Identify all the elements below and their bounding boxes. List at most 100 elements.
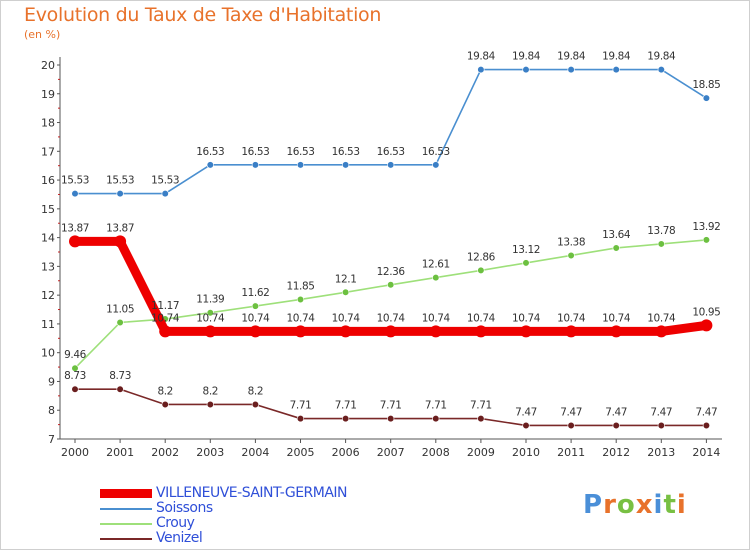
data-label: 7.47	[560, 406, 582, 418]
legend-swatch	[100, 508, 152, 510]
data-label: 13.78	[647, 225, 675, 237]
data-label: 9.46	[64, 349, 86, 361]
data-label: 13.64	[602, 229, 631, 241]
data-label: 16.53	[241, 146, 269, 158]
x-tick-label: 2008	[422, 446, 450, 459]
data-point	[251, 400, 259, 409]
data-label: 16.53	[286, 146, 314, 158]
x-tick-label: 2005	[287, 446, 315, 459]
data-point	[657, 421, 665, 430]
data-point	[700, 319, 713, 332]
data-label: 10.74	[241, 312, 270, 324]
data-label: 11.39	[196, 294, 224, 306]
data-label: 7.47	[515, 406, 537, 418]
y-tick-label: 18	[41, 117, 55, 130]
logo-letter: t	[663, 490, 677, 520]
data-label: 19.84	[602, 51, 631, 63]
data-label: 7.47	[605, 406, 627, 418]
y-tick-label: 7	[48, 433, 55, 446]
data-point	[71, 385, 79, 393]
data-point	[565, 325, 578, 338]
x-tick-label: 2007	[377, 446, 405, 459]
data-point	[612, 65, 620, 74]
data-point	[339, 325, 352, 338]
data-label: 12.1	[335, 273, 357, 285]
data-point	[520, 325, 532, 338]
data-label: 16.53	[196, 146, 224, 158]
data-label: 10.74	[467, 312, 496, 324]
data-label: 7.71	[470, 400, 492, 412]
data-point	[432, 414, 440, 423]
data-label: 16.53	[332, 146, 360, 158]
y-tick-label: 13	[41, 260, 55, 273]
data-label: 10.74	[286, 312, 315, 324]
data-point	[384, 325, 397, 338]
data-label: 13.87	[106, 222, 134, 234]
data-point	[204, 325, 217, 338]
data-point	[206, 161, 214, 169]
data-label: 8.73	[109, 370, 131, 382]
y-tick-label: 17	[41, 145, 55, 158]
data-point	[522, 65, 530, 74]
x-tick-label: 2010	[512, 446, 540, 459]
data-point	[249, 325, 262, 338]
data-label: 12.86	[467, 251, 496, 263]
series-villeneuve-saint-germain	[69, 235, 713, 338]
x-tick-label: 2004	[241, 446, 269, 459]
unit-label: (en %)	[24, 28, 61, 41]
data-point	[702, 94, 711, 102]
data-point	[342, 161, 350, 169]
data-point	[477, 266, 485, 275]
logo-letter: i	[653, 490, 664, 520]
data-point	[655, 325, 668, 338]
data-point	[477, 414, 485, 423]
data-label: 12.36	[377, 266, 406, 278]
data-point	[612, 421, 620, 430]
data-label: 10.74	[151, 312, 180, 324]
data-label: 8.2	[248, 385, 264, 397]
data-point	[522, 421, 530, 430]
data-label: 16.53	[422, 146, 450, 158]
chart-title: Evolution du Taux de Taxe d'Habitation	[24, 4, 382, 26]
data-label: 7.47	[650, 406, 672, 418]
x-tick-label: 2000	[61, 446, 89, 459]
data-label: 7.71	[335, 400, 357, 412]
logo-letter: r	[603, 490, 617, 520]
data-label: 15.53	[106, 175, 134, 187]
y-tick-label: 16	[41, 174, 55, 187]
data-point	[567, 251, 575, 260]
y-tick-label: 19	[41, 88, 55, 101]
data-label: 10.74	[377, 312, 406, 324]
data-label: 19.84	[647, 51, 676, 63]
data-point	[429, 325, 442, 338]
data-point	[206, 400, 214, 409]
data-point	[432, 274, 440, 282]
series-layer	[69, 65, 713, 430]
data-point	[522, 259, 530, 267]
data-point	[161, 400, 169, 409]
data-point	[116, 189, 124, 198]
logo-letter: o	[616, 490, 636, 520]
data-point	[251, 161, 259, 169]
data-point	[296, 161, 305, 169]
legend-swatch	[100, 523, 152, 525]
data-label: 10.95	[692, 306, 720, 318]
data-point	[116, 385, 124, 393]
data-label: 7.71	[290, 400, 312, 412]
data-point	[474, 325, 487, 338]
data-point	[161, 189, 169, 198]
data-point	[342, 288, 350, 296]
data-point	[387, 281, 395, 289]
data-label: 7.71	[380, 400, 402, 412]
data-point	[159, 325, 172, 338]
data-point	[71, 189, 79, 198]
y-tick-label: 14	[41, 232, 55, 245]
data-label: 10.74	[332, 312, 361, 324]
data-label: 10.74	[557, 312, 586, 324]
x-tick-label: 2013	[647, 446, 675, 459]
data-label: 13.12	[512, 244, 540, 256]
data-point	[477, 65, 485, 74]
series-crouy	[71, 236, 711, 372]
data-label: 15.53	[61, 175, 89, 187]
x-tick-label: 2002	[151, 446, 179, 459]
